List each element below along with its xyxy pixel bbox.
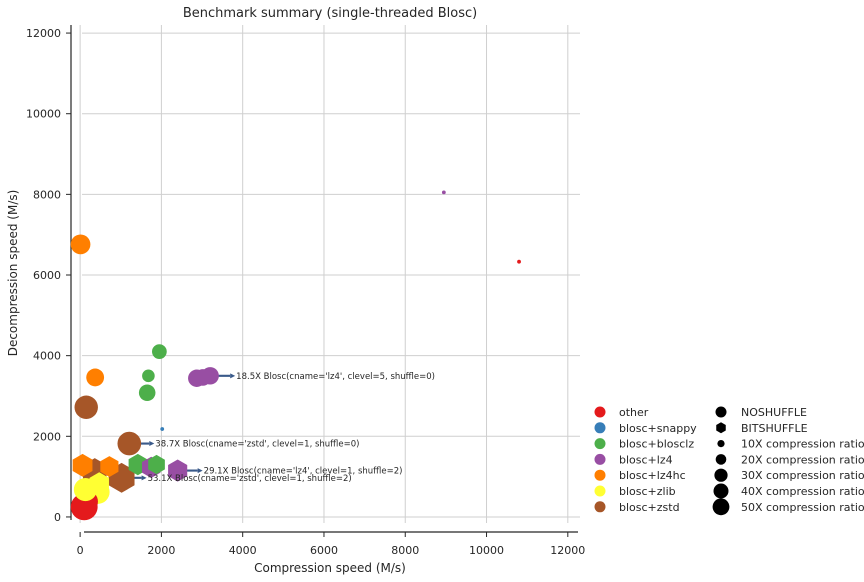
data-point-bitshuffle xyxy=(148,454,165,475)
legend-color-label: blosc+zstd xyxy=(619,501,680,514)
annotation-label: 53.1X Blosc(cname='zstd', clevel=1, shuf… xyxy=(148,474,352,484)
y-tick-label: 10000 xyxy=(26,108,61,121)
legend-shape-label: 50X compression ratio xyxy=(741,501,864,514)
annotation-label: 18.5X Blosc(cname='lz4', clevel=5, shuff… xyxy=(236,372,435,382)
data-point-noshuffle xyxy=(117,431,142,456)
y-tick-label: 0 xyxy=(54,511,61,524)
y-tick-label: 2000 xyxy=(33,430,61,443)
data-point-noshuffle xyxy=(86,368,105,387)
y-tick-label: 12000 xyxy=(26,27,61,40)
legend-size-marker xyxy=(715,454,727,465)
chart-title: Benchmark summary (single-threaded Blosc… xyxy=(183,6,477,21)
x-tick-label: 10000 xyxy=(469,544,504,557)
legend-color-label: blosc+lz4hc xyxy=(619,469,686,482)
data-point-noshuffle xyxy=(194,369,212,386)
legend-color-swatch xyxy=(594,469,606,481)
data-point-noshuffle xyxy=(160,427,165,431)
x-axis-label: Compression speed (M/s) xyxy=(254,561,406,575)
y-axis-label: Decompression speed (M/s) xyxy=(6,190,20,357)
x-tick-label: 12000 xyxy=(550,544,585,557)
legend-shape-label: 30X compression ratio xyxy=(741,469,864,482)
data-point-noshuffle xyxy=(441,190,446,195)
legend-shape-label: 10X compression ratio xyxy=(741,438,864,451)
data-point-bitshuffle xyxy=(100,456,119,478)
grid-lines xyxy=(79,25,580,523)
data-point-noshuffle xyxy=(517,259,521,264)
legend-color-swatch xyxy=(594,406,606,418)
legend-size-marker xyxy=(714,468,728,482)
data-points xyxy=(70,190,521,521)
legend-size-marker xyxy=(713,483,729,499)
legend-color-swatch xyxy=(594,485,606,497)
legend-color-label: blosc+zlib xyxy=(619,485,676,498)
y-tick-label: 4000 xyxy=(33,350,61,363)
legend-color-swatch xyxy=(594,422,606,434)
annotation-arrowhead xyxy=(197,468,203,474)
legend-color-swatch xyxy=(594,501,606,513)
data-point-bitshuffle xyxy=(72,453,93,477)
y-tick-label: 6000 xyxy=(33,269,61,282)
axes xyxy=(70,25,578,533)
annotation-label: 29.1X Blosc(cname='lz4', clevel=1, shuff… xyxy=(204,467,403,477)
x-tick-label: 6000 xyxy=(310,544,338,557)
y-tick-label: 8000 xyxy=(33,188,61,201)
x-tick-label: 0 xyxy=(77,544,84,557)
legend-bitshuffle-marker xyxy=(716,422,726,434)
legend: other blosc+snappy blosc+blosclz blosc+lz4 b… xyxy=(594,406,864,516)
legend-color-label: blosc+blosclz xyxy=(619,438,694,451)
legend-shape-label: BITSHUFFLE xyxy=(741,422,808,435)
legend-color-swatch xyxy=(594,438,606,450)
legend-color-label: blosc+lz4 xyxy=(619,453,673,466)
legend-noshuffle-marker xyxy=(715,406,727,418)
legend-color-label: other xyxy=(619,406,649,419)
x-tick-label: 2000 xyxy=(147,544,175,557)
data-point-noshuffle xyxy=(138,384,156,402)
tick-labels: 0 2000 4000 6000 8000 10000 12000 0 2000 4000 6000… xyxy=(26,27,585,557)
legend-shape-label: NOSHUFFLE xyxy=(741,406,807,419)
data-point-bitshuffle xyxy=(89,472,109,495)
data-point-noshuffle xyxy=(74,395,98,419)
data-point-noshuffle xyxy=(70,234,91,255)
annotation-label: 38.7X Blosc(cname='zstd', clevel=1, shuf… xyxy=(155,440,359,450)
legend-color-swatch xyxy=(594,453,606,465)
legend-color-label: blosc+snappy xyxy=(619,422,697,435)
x-tick-label: 4000 xyxy=(229,544,257,557)
data-point-noshuffle xyxy=(142,369,155,383)
x-tick-label: 8000 xyxy=(391,544,419,557)
annotation-arrowhead xyxy=(141,475,147,481)
annotation-arrowhead xyxy=(149,441,155,447)
annotation-arrowhead xyxy=(230,373,236,379)
data-point-bitshuffle xyxy=(168,459,188,482)
data-point-noshuffle xyxy=(152,344,167,359)
legend-shape-label: 40X compression ratio xyxy=(741,485,864,498)
legend-size-marker xyxy=(717,440,725,448)
legend-size-marker xyxy=(712,498,730,516)
legend-shape-label: 20X compression ratio xyxy=(741,453,864,466)
annotations: 18.5X Blosc(cname='lz4', clevel=5, shuff… xyxy=(148,372,435,484)
